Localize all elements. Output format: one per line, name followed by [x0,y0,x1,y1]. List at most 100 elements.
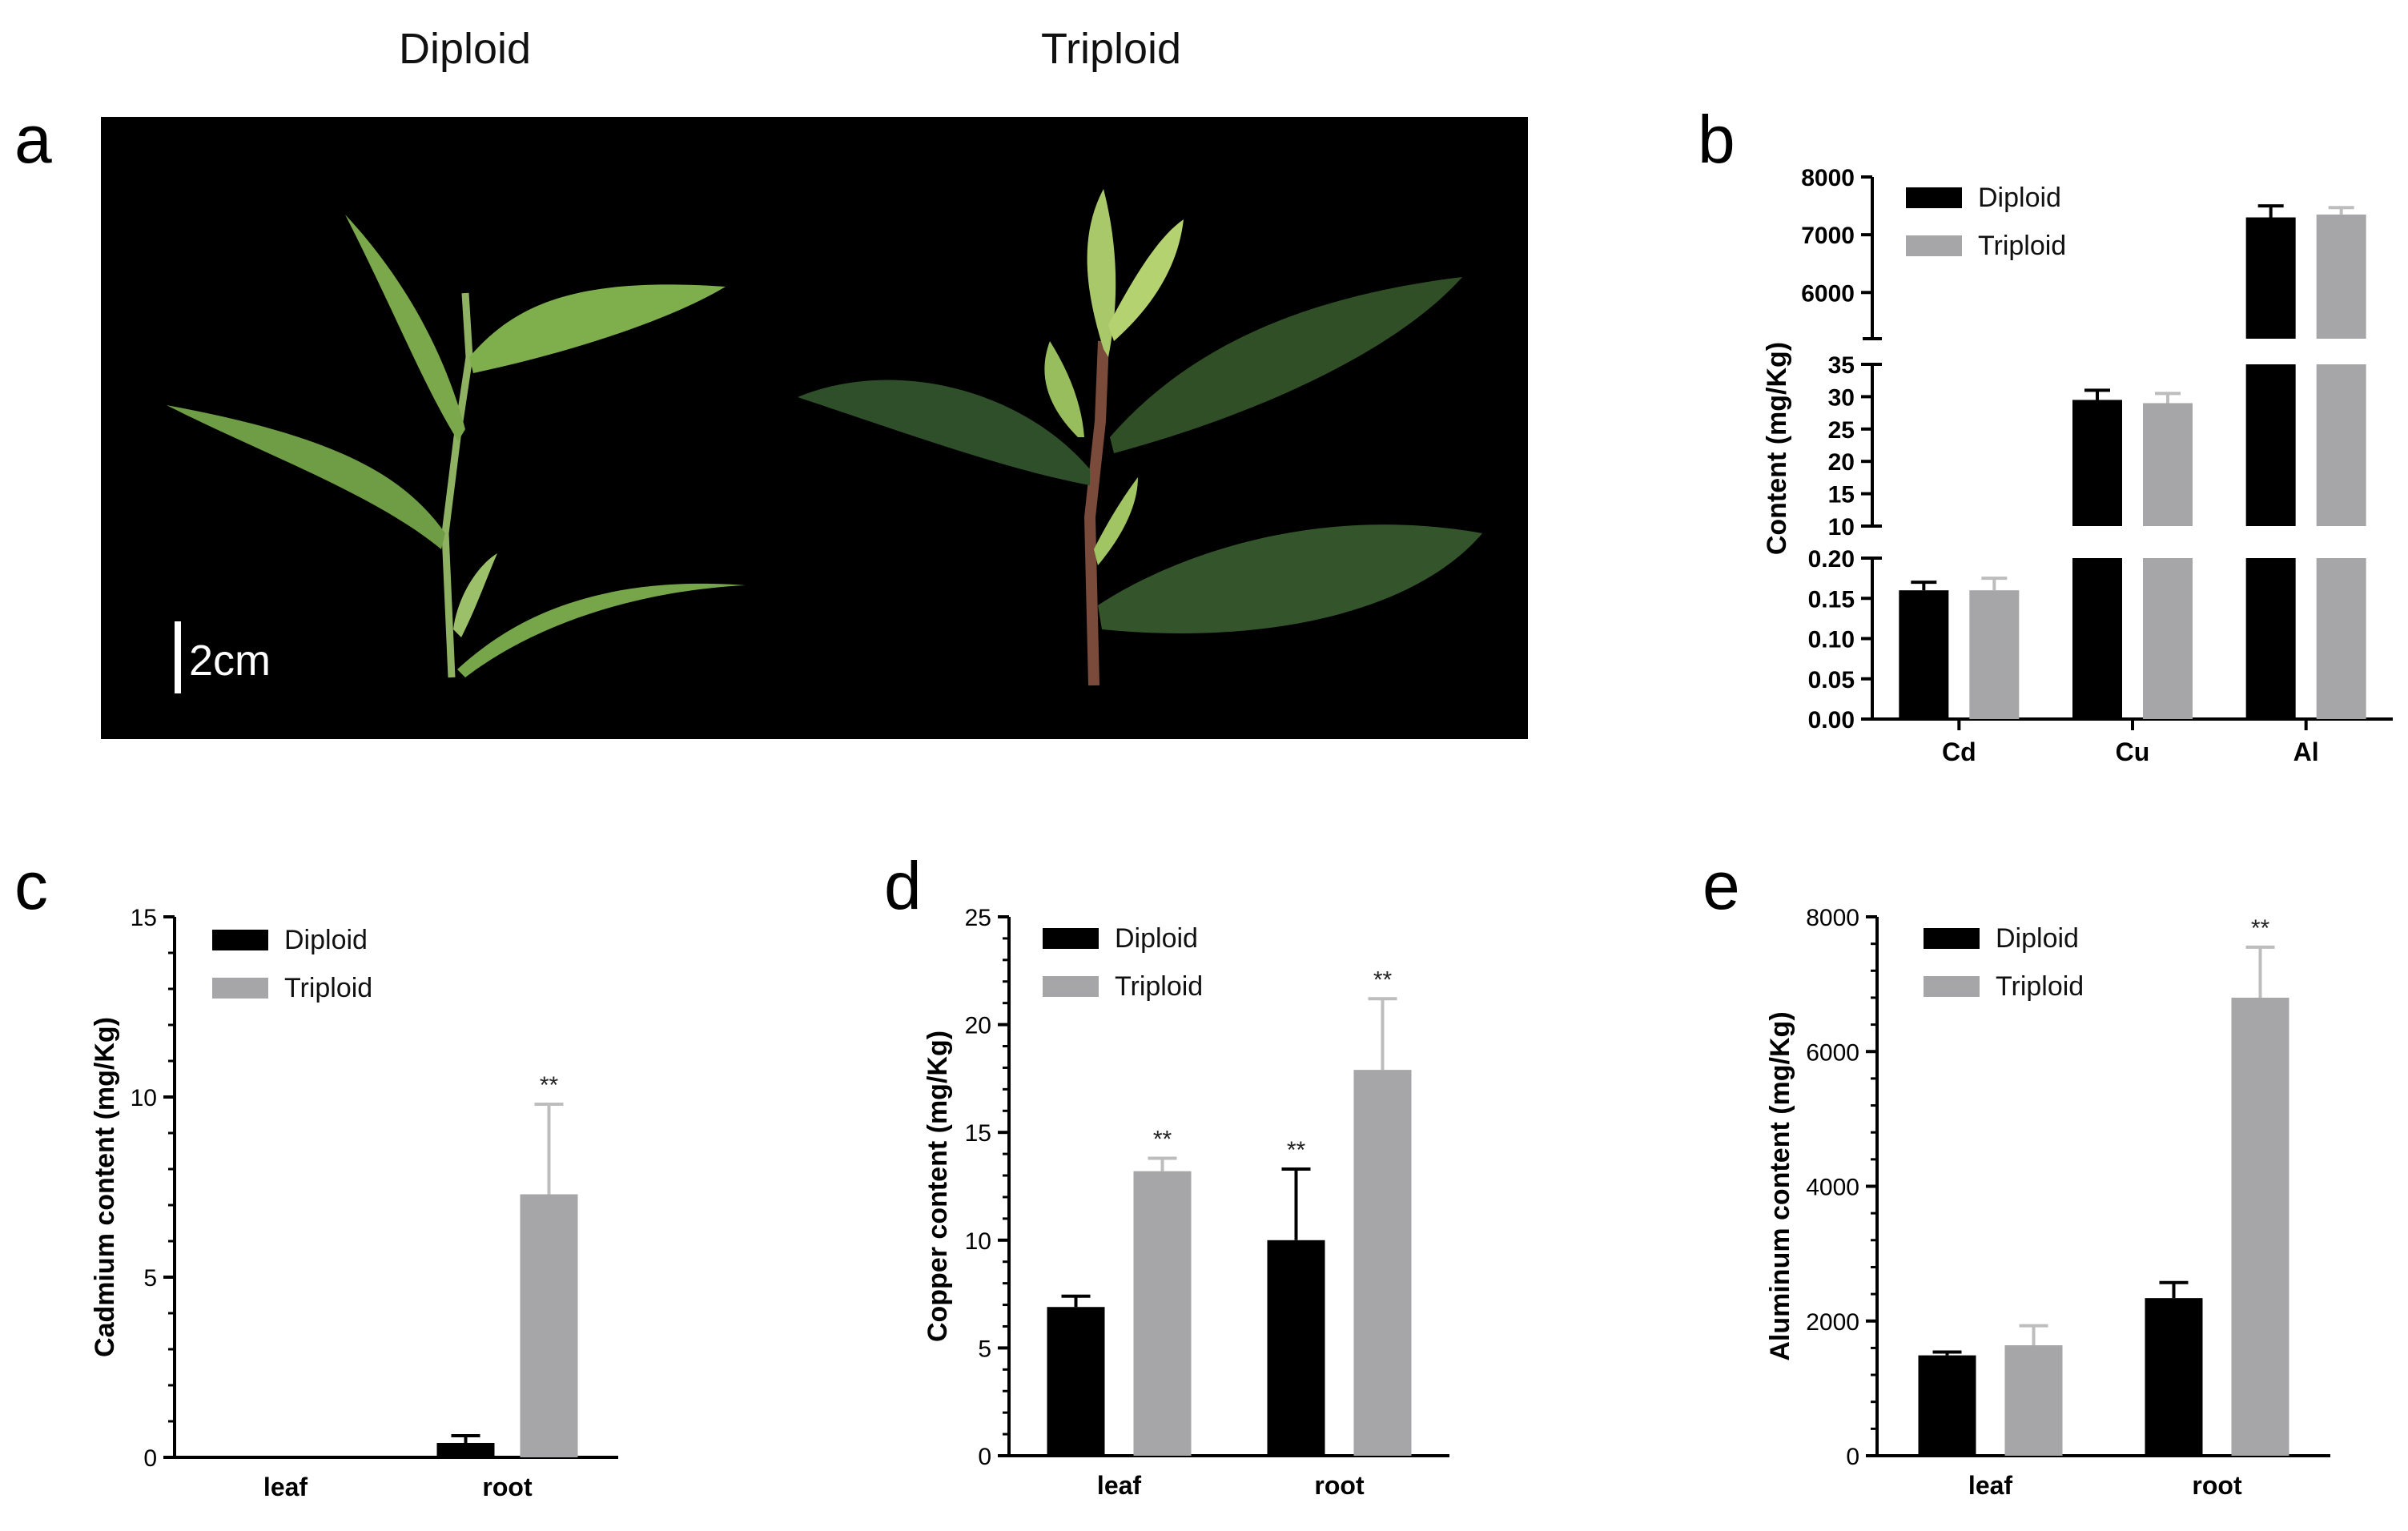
diploid-sprig [167,215,746,678]
header-triploid: Triploid [1041,25,1182,73]
chart-e-tick-label: 4000 [1806,1175,1859,1201]
chart-d-bar-diploid-root [1267,1240,1325,1456]
legend-label-triploid: Triploid [1115,971,1203,1002]
chart-b-tick-label: 0.05 [1808,667,1855,693]
chart-b-category-Cd: Cd [1942,737,1976,766]
chart-b-tick-label: 6000 [1801,280,1855,307]
chart-c-tick-label: 0 [143,1445,157,1472]
chart-e-bar-diploid-root [2145,1298,2203,1456]
chart-b-tick-label: 25 [1828,417,1855,444]
chart-b-tick-label: 10 [1828,514,1855,540]
chart-d-bar-triploid-root [1353,1070,1412,1456]
legend-swatch-diploid [1924,928,1980,949]
chart-b-tick-label: 0.10 [1808,627,1855,653]
chart-e-aluminum: 0 2000 4000 6000 8000 Aluminum content (mg/Kg… [1765,905,2330,1500]
chart-b-bar-diploid-Al-lower [2245,364,2296,526]
chart-d-category-leaf: leaf [1097,1471,1141,1500]
chart-c-tick-label: 5 [143,1265,157,1292]
chart-d-tick-label: 20 [965,1013,991,1039]
chart-d-copper: 0 5 10 15 20 25 Copper content (mg/Kg) leaf ** ro… [923,905,1449,1500]
legend-label-diploid: Diploid [284,925,368,955]
legend-swatch-diploid [1906,187,1962,208]
plant-photo-illustration [101,117,1528,739]
chart-b-bar-triploid-Al-lower [2316,364,2366,526]
chart-d-tick-label: 15 [965,1120,991,1147]
chart-b-tick-label: 8000 [1801,165,1855,191]
chart-b-tick-label: 15 [1828,482,1855,508]
chart-e-category-root: root [2192,1471,2242,1500]
chart-b-category-Cu: Cu [2116,737,2150,766]
triploid-sprig [798,189,1482,686]
chart-c-category-root: root [482,1473,533,1501]
chart-b-bar-triploid-Al-lower [2316,558,2366,719]
chart-d-bar-diploid-leaf [1047,1307,1105,1456]
legend-swatch-triploid [1043,976,1099,997]
scale-bar-label: 2cm [189,637,271,685]
chart-d-tick-label: 0 [978,1444,991,1470]
legend-swatch-triploid [1906,235,1962,256]
panel-label-a: a [14,102,52,177]
chart-b-tick-label: 20 [1828,449,1855,476]
chart-b-bar-triploid-Cu-lower [2143,558,2193,719]
legend-swatch-diploid [1043,928,1099,949]
legend-label-diploid: Diploid [1115,923,1198,954]
legend-label-triploid: Triploid [1978,231,2066,261]
chart-b-bar-diploid-Al [2245,217,2296,339]
chart-d-category-root: root [1314,1471,1365,1500]
chart-e-bar-diploid-leaf [1918,1355,1976,1456]
chart-b-element-content: 0.00 0.05 0.10 0.15 0.20 10 15 20 25 30 35 6000 7000… [1762,165,2393,766]
chart-d-significance-triploid-leaf: ** [1153,1127,1172,1153]
chart-b-tick-label: 7000 [1801,223,1855,249]
legend-label-triploid: Triploid [284,973,372,1003]
chart-e-significance-triploid-root: ** [2251,915,2270,942]
chart-b-tick-label: 0.15 [1808,586,1855,613]
chart-b-bar-triploid-Al [2316,214,2366,339]
chart-c-bar-triploid-root [520,1194,578,1457]
chart-e-tick-label: 0 [1846,1444,1859,1470]
chart-e-bar-triploid-leaf [2004,1345,2063,1456]
legend-label-triploid: Triploid [1996,971,2084,1002]
panel-label-e: e [1702,848,1740,923]
chart-b-bar-triploid-Cd [1969,590,2020,719]
legend-swatch-triploid [1924,976,1980,997]
chart-d-tick-label: 5 [978,1336,991,1362]
chart-b-category-Al: Al [2293,737,2319,766]
panel-label-c: c [14,848,48,923]
chart-b-tick-label: 30 [1828,384,1855,411]
chart-b-bar-diploid-Cd [1899,590,1949,719]
legend-swatch-triploid [212,978,268,999]
chart-b-tick-label: 35 [1828,352,1855,379]
chart-d-tick-label: 10 [965,1228,991,1255]
chart-b-bar-diploid-Cu [2072,400,2122,526]
chart-b-bar-diploid-Cu-lower [2072,558,2122,719]
chart-d-y-axis-title: Copper content (mg/Kg) [923,1031,953,1342]
plant-photo: 2cm [101,117,1528,739]
legend-label-diploid: Diploid [1996,923,2079,954]
panel-label-b: b [1698,102,1735,177]
chart-e-y-axis-title: Aluminum content (mg/Kg) [1765,1011,1795,1360]
chart-e-tick-label: 8000 [1806,905,1859,931]
chart-b-y-axis-title: Content (mg/Kg) [1762,342,1792,555]
panel-label-d: d [884,848,922,923]
legend-label-diploid: Diploid [1978,183,2061,213]
legend-swatch-diploid [212,930,268,950]
chart-b-bar-triploid-Cu [2143,403,2193,526]
chart-c-y-axis-title: Cadmium content (mg/Kg) [90,1017,120,1357]
chart-e-category-leaf: leaf [1968,1471,2012,1500]
chart-e-tick-label: 6000 [1806,1039,1859,1066]
chart-e-bar-triploid-root [2231,997,2289,1456]
header-diploid: Diploid [399,25,532,73]
chart-b-tick-label: 0.00 [1808,707,1855,733]
chart-c-bar-diploid-root [436,1443,495,1457]
chart-d-significance-triploid-root: ** [1373,966,1393,993]
scale-bar [175,621,181,693]
chart-c-tick-label: 10 [131,1085,157,1111]
chart-b-tick-label: 0.20 [1808,546,1855,573]
chart-c-cadmium: 0 5 10 15 Cadmium content (mg/Kg) leaf root ** D… [90,905,618,1501]
chart-b-bar-diploid-Al-lower [2245,558,2296,719]
chart-c-category-leaf: leaf [263,1473,308,1501]
chart-c-significance-triploid-root: ** [540,1072,559,1099]
chart-c-tick-label: 15 [131,905,157,931]
chart-d-tick-label: 25 [965,905,991,931]
chart-d-significance-diploid-root: ** [1287,1137,1306,1163]
